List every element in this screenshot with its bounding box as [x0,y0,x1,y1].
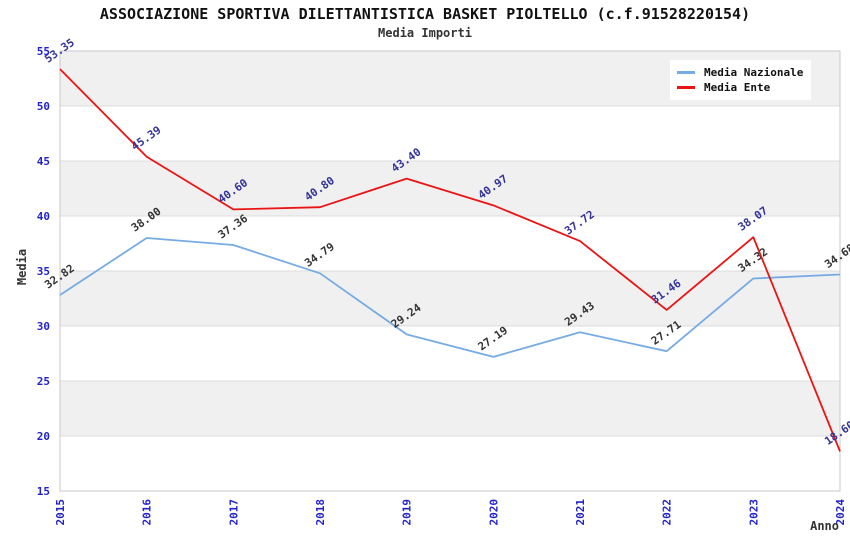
x-tick-label: 2021 [574,499,587,526]
y-tick-label: 35 [37,265,50,278]
series-line-media-ente [59,68,841,452]
data-label-media-nazionale: 27.19 [476,324,511,354]
x-tick-label: 2024 [834,499,847,526]
legend-label: Media Ente [704,81,771,94]
x-tick-label: 2022 [661,499,674,526]
series-line-media-nazionale [59,237,841,358]
legend-item: Media Nazionale [677,65,811,80]
data-label-media-nazionale: 34.79 [302,240,337,270]
y-tick-label: 30 [37,320,50,333]
band-layer [60,51,840,436]
data-label-media-nazionale: 34.32 [736,245,771,275]
x-tick-label: 2020 [487,499,500,525]
legend-label: Media Nazionale [704,66,804,79]
legend: Media Nazionale Media Ente [670,60,811,100]
data-label-media-nazionale: 34.68 [822,241,850,271]
y-tick-label: 25 [37,375,50,388]
x-tick-label: 2023 [747,499,760,526]
chart-title: ASSOCIAZIONE SPORTIVA DILETTANTISTICA BA… [99,5,751,23]
x-axis-title: Anno [810,519,839,533]
y-tick-label: 15 [37,485,50,498]
y-tick-label: 45 [37,155,50,168]
y-tick-label: 55 [37,45,50,58]
y-tick-label: 40 [37,210,50,223]
y-axis-title: Media [15,249,29,285]
legend-swatch [677,86,695,89]
x-tick-label: 2015 [54,499,67,526]
plot-band [60,271,840,326]
chart-subtitle: Media Importi [378,26,472,40]
x-tick-label: 2017 [227,499,240,526]
tick-layer: 15 20 25 30 35 40 45 50 55 2015 2016 2017 2018 2019 20… [37,45,847,526]
y-tick-label: 50 [37,100,50,113]
legend-swatch [677,71,695,74]
y-tick-label: 20 [37,430,50,443]
x-tick-label: 2019 [401,499,414,526]
legend-item: Media Ente [677,80,811,95]
x-tick-label: 2018 [314,499,327,526]
grid-layer [59,50,841,492]
plot-border [59,50,841,492]
plot-band [60,161,840,216]
data-label-media-ente: 45.39 [129,124,164,154]
x-tick-label: 2016 [141,499,154,526]
plot-band [60,381,840,436]
